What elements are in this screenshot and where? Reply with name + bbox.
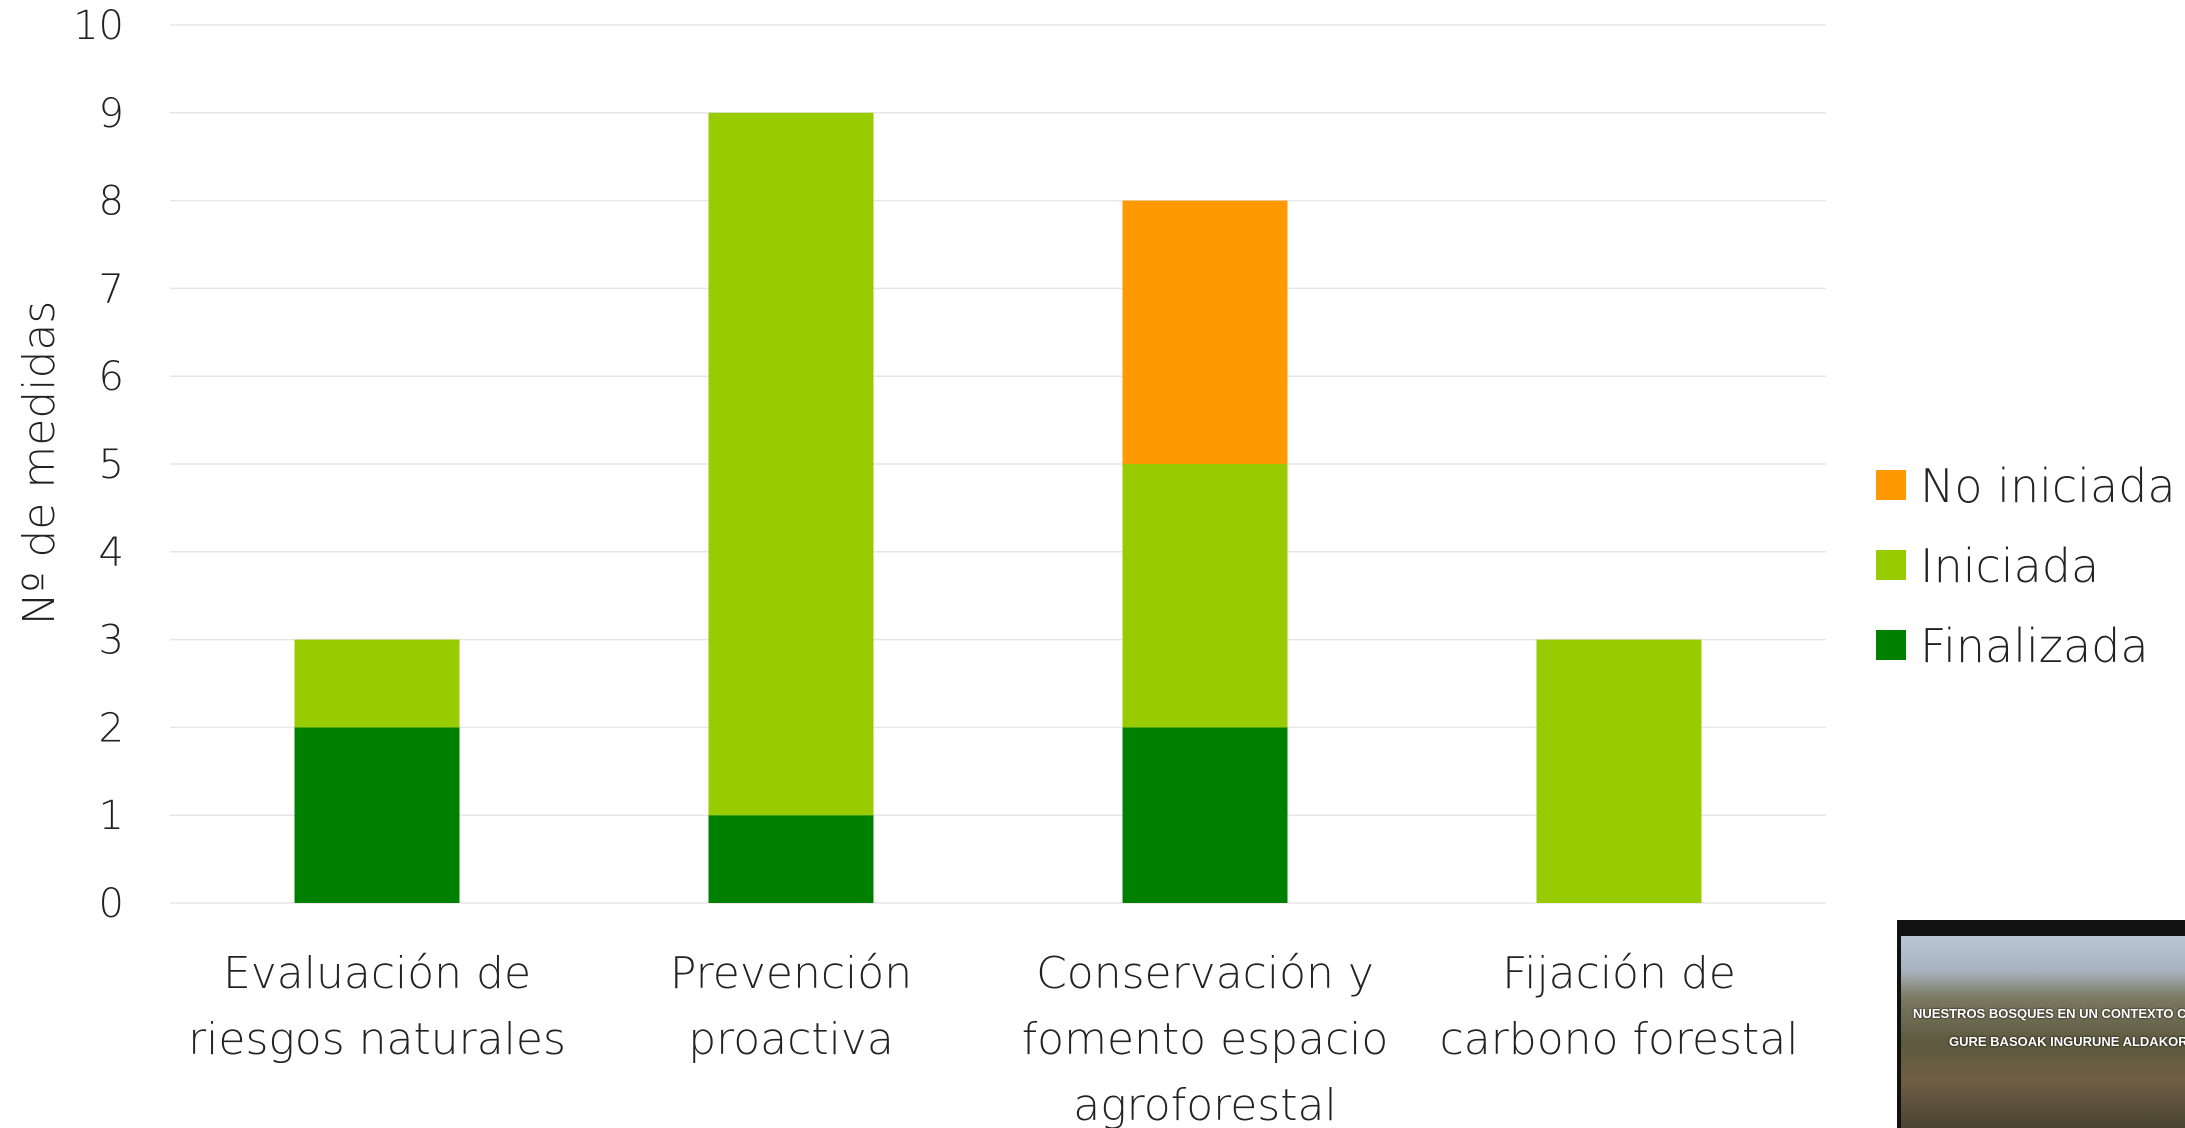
x-category-label: Evaluación de	[223, 948, 531, 999]
x-category-label: Fijación de	[1502, 948, 1736, 999]
legend-swatch	[1876, 470, 1906, 500]
bar-segment	[708, 815, 874, 903]
y-tick-label: 3	[99, 618, 124, 664]
x-category-label: Conservación y	[1036, 948, 1374, 999]
x-category-label: carbono forestal	[1440, 1014, 1799, 1065]
video-thumbnail[interactable]: NUESTROS BOSQUES EN UN CONTEXTO C GURE B…	[1897, 920, 2185, 1128]
x-category-label: riesgos naturales	[188, 1014, 566, 1065]
bars	[294, 112, 1702, 903]
bar-segment	[708, 112, 874, 816]
bar-segment	[294, 727, 460, 903]
legend-label: Iniciada	[1920, 539, 2099, 593]
bar-segment	[1536, 639, 1702, 903]
x-category-label: Prevención	[670, 948, 912, 999]
x-category-label: proactiva	[688, 1014, 894, 1065]
legend-label: Finalizada	[1920, 619, 2149, 673]
x-category-label: fomento espacio	[1022, 1014, 1389, 1065]
y-tick-label: 1	[99, 793, 124, 839]
legend: No iniciada Iniciada Finalizada	[1876, 459, 2176, 673]
bar-segment	[1122, 200, 1288, 464]
x-category-label: agroforestal	[1073, 1080, 1336, 1128]
y-tick-label: 0	[99, 881, 124, 927]
y-tick-label: 5	[99, 442, 124, 488]
x-axis-categories: Evaluación de riesgos naturales Prevención…	[188, 948, 1798, 1128]
legend-swatch	[1876, 550, 1906, 580]
y-axis-ticks: 0 1 2 3 4 5 6 7 8 9 10	[73, 3, 124, 927]
y-tick-label: 7	[99, 266, 124, 312]
y-tick-label: 4	[99, 530, 124, 576]
legend-label: No iniciada	[1920, 459, 2176, 513]
bar-segment	[294, 639, 460, 728]
y-tick-label: 9	[99, 91, 124, 137]
y-tick-label: 2	[99, 705, 124, 751]
legend-swatch	[1876, 630, 1906, 660]
bar-segment	[1122, 464, 1288, 728]
y-tick-label: 6	[99, 354, 124, 400]
thumbnail-caption-line1: NUESTROS BOSQUES EN UN CONTEXTO C	[1913, 1006, 2185, 1021]
y-tick-label: 10	[73, 3, 124, 49]
thumbnail-caption-line2: GURE BASOAK INGURUNE ALDAKOR B	[1949, 1034, 2185, 1049]
bar-segment	[1122, 727, 1288, 903]
y-tick-label: 8	[99, 179, 124, 225]
y-axis-title: Nº de medidas	[14, 301, 65, 626]
forest-landscape-image	[1901, 936, 2185, 1128]
